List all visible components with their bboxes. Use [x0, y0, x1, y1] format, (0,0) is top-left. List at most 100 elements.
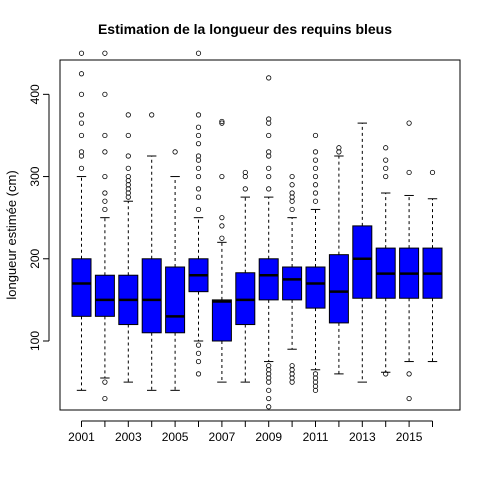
outlier-point [312, 371, 319, 377]
outlier-point [195, 206, 202, 213]
box [282, 266, 303, 301]
outlier-point [266, 404, 272, 410]
outlier-point [312, 165, 319, 171]
outlier-point [172, 149, 178, 155]
outlier-point [406, 395, 412, 402]
outlier-point [266, 395, 272, 402]
outlier-point [406, 169, 412, 176]
outlier-point [102, 198, 108, 204]
outlier-point [195, 194, 202, 200]
box-group [235, 169, 256, 383]
outlier-point [219, 215, 225, 221]
outlier-point [312, 132, 319, 139]
x-tick-label: 2011 [303, 430, 329, 444]
box [211, 299, 232, 342]
outlier-point [383, 173, 389, 180]
box [71, 258, 92, 317]
box-group [118, 112, 139, 383]
outlier-point [383, 145, 389, 151]
outlier-point [195, 358, 202, 365]
outlier-point [266, 149, 272, 155]
outlier-point [195, 132, 202, 139]
outlier-point [266, 387, 272, 393]
x-tick-label: 2001 [68, 430, 95, 444]
outlier-point [78, 120, 85, 126]
box [352, 225, 373, 299]
outlier-point [266, 363, 272, 369]
outlier-point [125, 165, 131, 171]
outlier-point [289, 206, 295, 213]
outlier-point [102, 395, 108, 402]
outlier-point [429, 169, 436, 176]
outlier-point [242, 169, 248, 176]
box [94, 274, 115, 317]
outlier-point [219, 235, 225, 241]
plot-frame [59, 59, 461, 411]
outlier-point [312, 157, 319, 163]
box [328, 254, 349, 324]
y-tick-label: 300 [28, 166, 42, 186]
y-axis-label: longueur estimée (cm) [4, 170, 19, 299]
outlier-point [219, 120, 225, 126]
outlier-point [195, 342, 202, 348]
x-tick-label: 2013 [349, 430, 376, 444]
box [258, 258, 279, 301]
outlier-point [125, 153, 131, 159]
outlier-point [78, 91, 85, 97]
outlier-point [266, 116, 272, 122]
outlier-point [312, 190, 319, 196]
x-tick-label: 2009 [255, 430, 282, 444]
outlier-point [266, 186, 272, 192]
outlier-point [78, 71, 85, 77]
outlier-point [78, 132, 85, 139]
outlier-point [289, 182, 295, 188]
outlier-point [102, 379, 108, 385]
x-tick-label: 2007 [209, 430, 236, 444]
outlier-point [289, 363, 295, 369]
outlier-point [336, 145, 342, 151]
outlier-point [312, 149, 319, 155]
outlier-point [195, 165, 202, 171]
outlier-point [78, 112, 85, 118]
outlier-point [102, 132, 108, 139]
boxes-layer [71, 50, 443, 410]
outlier-point [102, 149, 108, 155]
outlier-point [125, 132, 131, 139]
outlier-point [195, 124, 202, 130]
outlier-point [195, 186, 202, 192]
outlier-point [102, 173, 108, 180]
box-group [165, 149, 186, 391]
outlier-point [195, 141, 202, 147]
x-tick-label: 2005 [162, 430, 189, 444]
outlier-point [312, 182, 319, 188]
outlier-point [266, 75, 272, 81]
outlier-point [242, 186, 248, 192]
outlier-point [219, 223, 225, 229]
outlier-point [125, 112, 131, 118]
outlier-point [312, 198, 319, 204]
outlier-point [102, 50, 108, 56]
outlier-point [102, 206, 108, 213]
outlier-point [195, 50, 202, 56]
box-group [71, 50, 92, 391]
box-group [94, 50, 115, 402]
box-group [328, 145, 349, 375]
x-axis: 2001 2003 2005 2007 2009 2011 2013 2015 [68, 420, 433, 444]
y-tick-label: 400 [28, 84, 42, 104]
box-group [422, 169, 443, 363]
outlier-point [383, 157, 389, 163]
outlier-point [149, 112, 155, 118]
box [165, 266, 186, 334]
box [141, 258, 162, 334]
outlier-point [312, 173, 319, 180]
outlier-point [195, 350, 202, 356]
box-group [258, 75, 279, 410]
outlier-point [383, 371, 389, 377]
outlier-point [219, 173, 225, 180]
outlier-point [102, 190, 108, 196]
outlier-point [125, 173, 131, 180]
outlier-point [266, 173, 272, 180]
outlier-point [266, 132, 272, 139]
box-group [211, 118, 232, 383]
